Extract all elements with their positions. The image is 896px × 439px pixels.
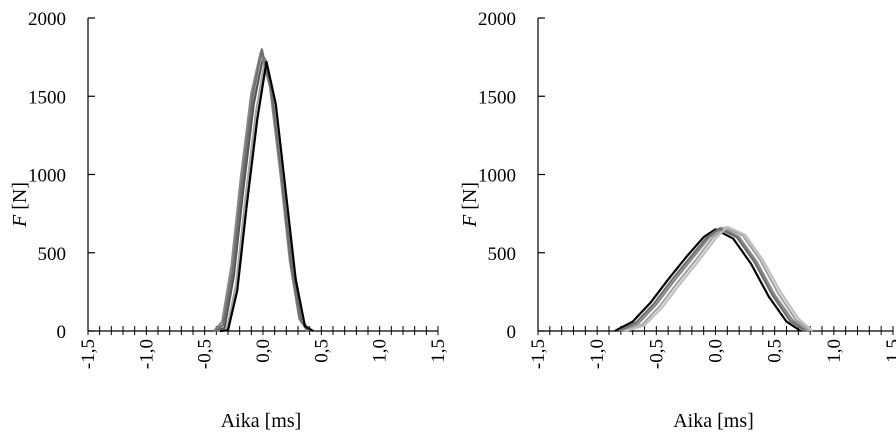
x-tick-label: 1,0: [824, 339, 845, 363]
y-tick-label: 2000: [28, 9, 66, 30]
y-tick-label: 500: [488, 244, 517, 265]
chart-left: 0 500 1000 1500 2000 -1,5 -1,0 -0,5 0,0 0,5 1,0 1,5…: [9, 9, 449, 432]
y-axis-title-symbol: F: [9, 214, 31, 228]
x-tick-label: -1,0: [136, 339, 157, 369]
y-axis-title: F [N]: [459, 182, 481, 228]
series-line-4: [214, 48, 310, 332]
x-tick-label: -1,0: [587, 339, 608, 369]
y-axis-title-symbol: F: [459, 214, 481, 228]
y-axis-title-unit: [N]: [459, 182, 481, 210]
series-line-3: [622, 226, 811, 333]
x-tick-label: 1,5: [883, 339, 896, 363]
x-tick-label: 0,0: [706, 339, 727, 363]
x-tick-label: -0,5: [195, 339, 216, 369]
x-tick-label: -1,5: [528, 339, 549, 369]
series-line-5: [625, 225, 814, 333]
series-line-4: [618, 227, 807, 332]
x-axis-title: Aika [ms]: [221, 410, 302, 432]
y-tick-label: 2000: [478, 9, 516, 30]
x-tick-label: 1,0: [370, 339, 391, 363]
x-tick-label: -0,5: [646, 339, 667, 369]
y-tick-label: 1000: [28, 166, 66, 187]
x-axis-title: Aika [ms]: [673, 410, 754, 432]
series-line-5: [219, 60, 314, 333]
y-tick-label: 0: [57, 322, 67, 343]
x-tick-label: -1,5: [78, 339, 99, 369]
x-tick-label: 0,5: [311, 339, 332, 363]
y-tick-label: 500: [38, 244, 67, 265]
x-tick-label: 0,5: [765, 339, 786, 363]
y-tick-label: 1500: [28, 87, 66, 108]
y-tick-label: 1000: [478, 166, 516, 187]
series-line-2: [620, 226, 809, 333]
chart-right: 0 500 1000 1500 2000 -1,5 -1,0 -0,5 0,0 0,5 1,0 1,5…: [459, 9, 896, 432]
series-line-1: [614, 228, 802, 332]
x-tick-label: 0,0: [253, 339, 274, 363]
y-axis-title-unit: [N]: [9, 182, 31, 210]
y-tick-label: 0: [507, 322, 517, 343]
y-axis-title: F [N]: [9, 182, 31, 228]
x-tick-label: 1,5: [428, 339, 449, 363]
y-tick-label: 1500: [478, 87, 516, 108]
